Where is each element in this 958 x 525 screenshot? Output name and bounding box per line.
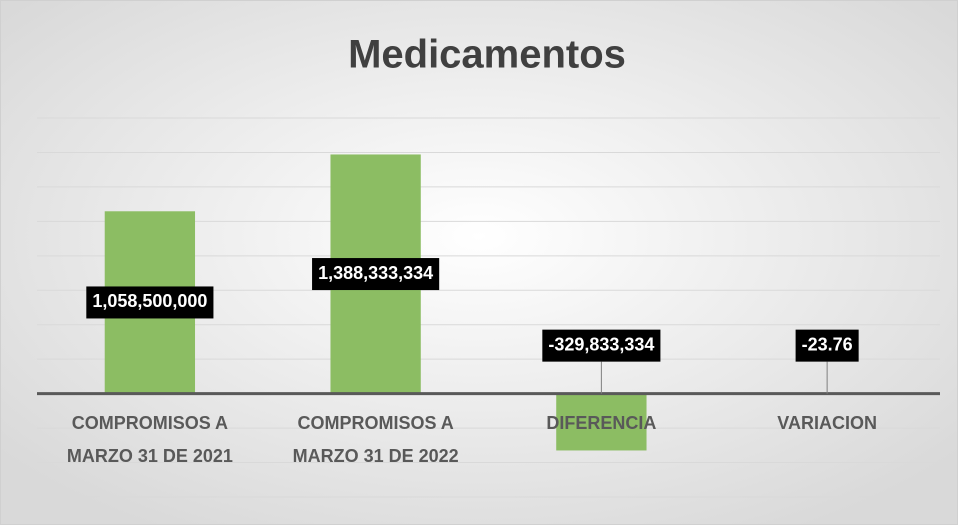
- data-label: 1,388,333,334: [318, 263, 433, 283]
- data-label-box: [312, 258, 440, 291]
- data-label: -329,833,334: [548, 334, 654, 354]
- data-label-box: [795, 329, 859, 362]
- x-tick-label: COMPROMISOS A MARZO 31 DE 2022: [292, 412, 459, 466]
- x-tick-label: VARIACION: [777, 412, 877, 433]
- data-label: -23.76: [802, 334, 853, 354]
- data-label-box: [542, 329, 661, 362]
- chart-title: Medicamentos: [348, 33, 626, 77]
- x-tick-label: COMPROMISOS A MARZO 31 DE 2021: [66, 412, 233, 466]
- data-label-box: [86, 286, 214, 319]
- bar: [556, 393, 647, 451]
- x-tick-label: DIFERENCIA: [546, 412, 657, 433]
- data-label: 1,058,500,000: [92, 291, 207, 311]
- data-labels: 1,058,500,000 1,388,333,334 -329,833,334 -2…: [86, 258, 859, 394]
